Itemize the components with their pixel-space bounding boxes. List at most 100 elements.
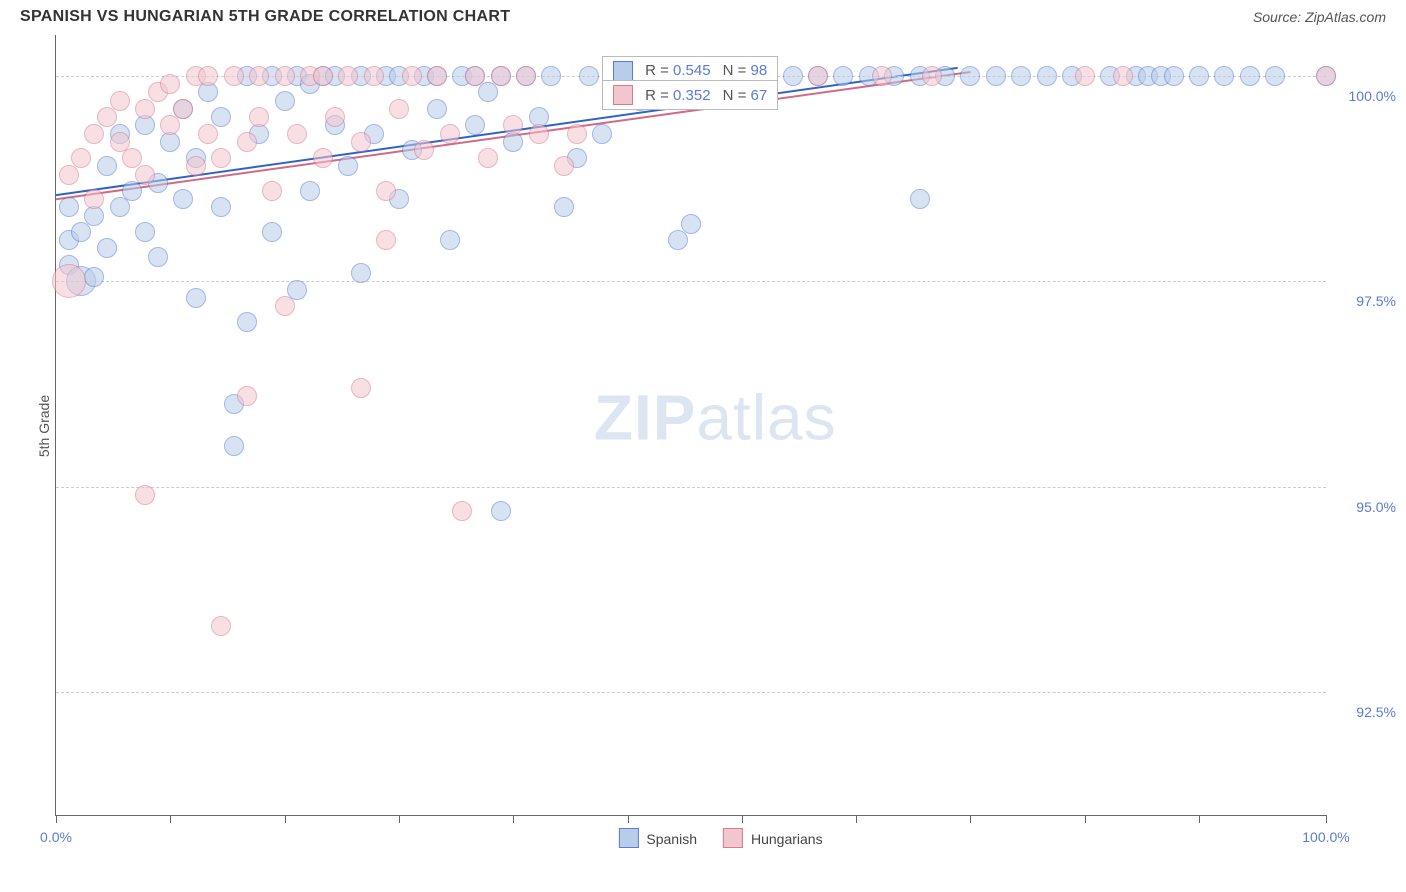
chart-source: Source: ZipAtlas.com — [1253, 9, 1386, 25]
x-tick — [56, 815, 57, 823]
scatter-point — [872, 66, 892, 86]
y-tick-label: 92.5% — [1336, 704, 1396, 720]
scatter-point — [668, 230, 688, 250]
scatter-point — [110, 91, 130, 111]
scatter-point — [1075, 66, 1095, 86]
scatter-point — [135, 165, 155, 185]
chart-area: 5th Grade ZIPatlas 92.5%95.0%97.5%100.0%… — [55, 35, 1386, 816]
scatter-point — [237, 132, 257, 152]
y-tick-label: 97.5% — [1336, 293, 1396, 309]
scatter-point — [541, 66, 561, 86]
scatter-point — [681, 214, 701, 234]
scatter-point — [325, 107, 345, 127]
chart-legend: Spanish Hungarians — [618, 828, 822, 848]
scatter-point — [402, 66, 422, 86]
scatter-point — [97, 238, 117, 258]
legend-label-spanish: Spanish — [646, 831, 697, 847]
x-tick — [628, 815, 629, 823]
scatter-point — [300, 181, 320, 201]
scatter-point — [275, 296, 295, 316]
plot-region: ZIPatlas 92.5%95.0%97.5%100.0%0.0%100.0%… — [55, 35, 1326, 816]
scatter-point — [592, 124, 612, 144]
scatter-point — [173, 189, 193, 209]
scatter-point — [1189, 66, 1209, 86]
scatter-point — [275, 91, 295, 111]
scatter-point — [452, 501, 472, 521]
legend-label-hungarians: Hungarians — [751, 831, 823, 847]
scatter-point — [427, 99, 447, 119]
x-tick — [970, 815, 971, 823]
scatter-point — [783, 66, 803, 86]
scatter-point — [1011, 66, 1031, 86]
scatter-point — [579, 66, 599, 86]
scatter-point — [275, 66, 295, 86]
x-tick — [1199, 815, 1200, 823]
scatter-point — [186, 288, 206, 308]
scatter-point — [440, 230, 460, 250]
correlation-stat-box: R = 0.352 N = 67 — [602, 80, 778, 110]
scatter-point — [465, 66, 485, 86]
scatter-point — [313, 148, 333, 168]
scatter-point — [478, 148, 498, 168]
stat-r: R = 0.352 — [645, 87, 710, 104]
scatter-point — [135, 222, 155, 242]
x-tick — [856, 815, 857, 823]
stat-n: N = 67 — [723, 87, 768, 104]
legend-item-hungarians: Hungarians — [723, 828, 823, 848]
scatter-point — [376, 181, 396, 201]
legend-swatch-spanish — [618, 828, 638, 848]
scatter-point — [478, 82, 498, 102]
scatter-point — [833, 66, 853, 86]
scatter-point — [198, 66, 218, 86]
scatter-point — [351, 263, 371, 283]
scatter-point — [440, 124, 460, 144]
scatter-point — [237, 386, 257, 406]
scatter-point — [491, 501, 511, 521]
x-tick — [513, 815, 514, 823]
x-tick — [1326, 815, 1327, 823]
scatter-point — [160, 74, 180, 94]
scatter-point — [148, 247, 168, 267]
chart-header: SPANISH VS HUNGARIAN 5TH GRADE CORRELATI… — [0, 0, 1406, 30]
scatter-point — [135, 485, 155, 505]
gridline — [56, 281, 1326, 282]
scatter-point — [52, 264, 86, 298]
scatter-point — [922, 66, 942, 86]
scatter-point — [414, 140, 434, 160]
scatter-point — [529, 124, 549, 144]
scatter-point — [262, 222, 282, 242]
scatter-point — [567, 124, 587, 144]
scatter-point — [1316, 66, 1336, 86]
scatter-point — [211, 616, 231, 636]
scatter-point — [84, 189, 104, 209]
scatter-point — [160, 115, 180, 135]
x-tick-label: 0.0% — [40, 829, 72, 845]
x-tick — [1085, 815, 1086, 823]
scatter-point — [1164, 66, 1184, 86]
scatter-point — [287, 280, 307, 300]
scatter-point — [1214, 66, 1234, 86]
legend-swatch-hungarians — [723, 828, 743, 848]
scatter-point — [351, 132, 371, 152]
stat-swatch — [613, 85, 633, 105]
scatter-point — [59, 165, 79, 185]
x-tick — [399, 815, 400, 823]
scatter-point — [110, 197, 130, 217]
scatter-point — [135, 99, 155, 119]
scatter-point — [376, 230, 396, 250]
scatter-point — [59, 197, 79, 217]
watermark: ZIPatlas — [594, 381, 837, 455]
scatter-point — [427, 66, 447, 86]
scatter-point — [503, 115, 523, 135]
watermark-zip: ZIP — [594, 382, 697, 454]
stat-n: N = 98 — [723, 62, 768, 79]
legend-item-spanish: Spanish — [618, 828, 697, 848]
scatter-point — [1037, 66, 1057, 86]
scatter-point — [84, 124, 104, 144]
scatter-point — [122, 181, 142, 201]
scatter-point — [338, 156, 358, 176]
scatter-point — [211, 148, 231, 168]
chart-title: SPANISH VS HUNGARIAN 5TH GRADE CORRELATI… — [20, 8, 510, 26]
stat-r: R = 0.545 — [645, 62, 710, 79]
scatter-point — [554, 197, 574, 217]
